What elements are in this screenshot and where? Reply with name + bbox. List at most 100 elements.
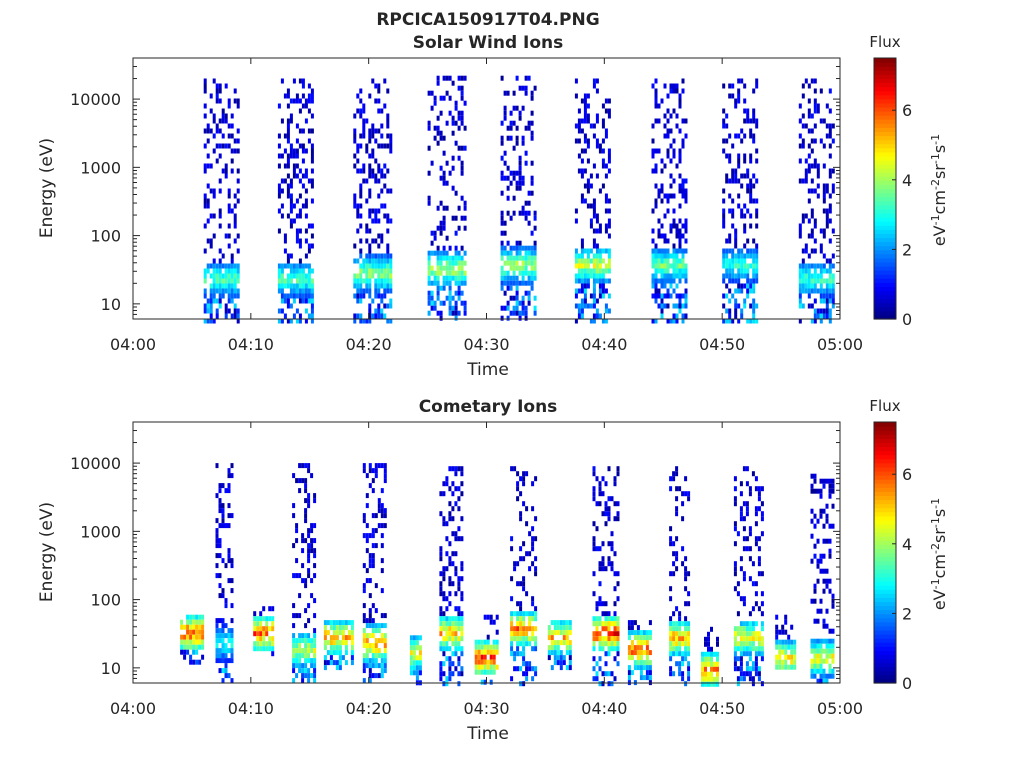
heatmap-cell bbox=[313, 598, 317, 604]
heatmap-cell bbox=[684, 491, 688, 497]
heatmap-cell bbox=[592, 283, 596, 289]
heatmap-cell bbox=[793, 649, 797, 655]
colorbar-segment bbox=[874, 204, 896, 210]
heatmap-cell bbox=[583, 108, 587, 114]
heatmap-cell bbox=[215, 263, 219, 269]
heatmap-cell bbox=[684, 626, 688, 632]
heatmap-cell bbox=[183, 654, 187, 660]
heatmap-cell bbox=[734, 168, 738, 174]
heatmap-cell bbox=[568, 645, 572, 651]
heatmap-cell bbox=[672, 218, 676, 224]
heatmap-cell bbox=[371, 643, 375, 649]
heatmap-cell bbox=[630, 645, 634, 651]
heatmap-cell bbox=[610, 616, 614, 622]
heatmap-cell bbox=[616, 501, 620, 507]
heatmap-cell bbox=[224, 233, 228, 239]
heatmap-cell bbox=[807, 293, 811, 299]
heatmap-cell bbox=[704, 636, 707, 642]
heatmap-cell bbox=[518, 265, 522, 271]
heatmap-cell bbox=[304, 168, 308, 174]
heatmap-cell bbox=[666, 278, 670, 284]
heatmap-cell bbox=[589, 258, 593, 264]
heatmap-cell bbox=[489, 679, 493, 685]
heatmap-cell bbox=[218, 118, 222, 124]
heatmap-cell bbox=[807, 153, 811, 159]
heatmap-cell bbox=[607, 98, 611, 104]
heatmap-cell bbox=[807, 188, 811, 194]
heatmap-cell bbox=[353, 138, 357, 144]
heatmap-cell bbox=[362, 103, 366, 109]
heatmap-cell bbox=[828, 578, 832, 584]
heatmap-cell bbox=[310, 648, 314, 654]
heatmap-cell bbox=[531, 536, 535, 542]
heatmap-cell bbox=[307, 648, 311, 654]
heatmap-cell bbox=[460, 671, 464, 677]
heatmap-cell bbox=[613, 621, 617, 627]
heatmap-cell bbox=[781, 644, 785, 650]
heatmap-cell bbox=[672, 541, 676, 547]
heatmap-cell bbox=[436, 260, 440, 266]
heatmap-cell bbox=[519, 651, 523, 657]
heatmap-cell bbox=[221, 518, 225, 524]
heatmap-cell bbox=[430, 280, 434, 286]
heatmap-cell bbox=[439, 621, 443, 627]
heatmap-cell bbox=[221, 653, 225, 659]
heatmap-cell bbox=[740, 313, 744, 319]
colorbar-segment bbox=[874, 62, 896, 67]
heatmap-cell bbox=[292, 633, 296, 639]
colorbar-segment bbox=[874, 519, 896, 525]
heatmap-cell bbox=[801, 83, 805, 89]
heatmap-cell bbox=[448, 511, 452, 517]
heatmap-cell bbox=[500, 135, 504, 141]
heatmap-cell bbox=[221, 618, 225, 624]
heatmap-cell bbox=[630, 670, 634, 676]
heatmap-cell bbox=[574, 303, 578, 309]
colorbar-segment bbox=[874, 515, 896, 521]
heatmap-cell bbox=[503, 270, 507, 276]
heatmap-cell bbox=[436, 280, 440, 286]
heatmap-cell bbox=[816, 108, 820, 114]
heatmap-cell bbox=[451, 155, 455, 161]
heatmap-cell bbox=[684, 646, 688, 652]
heatmap-cell bbox=[760, 636, 764, 642]
colorbar-segment bbox=[874, 601, 896, 607]
heatmap-cell bbox=[828, 293, 832, 299]
heatmap-cell bbox=[742, 641, 746, 647]
heatmap-cell bbox=[227, 638, 231, 644]
heatmap-cell bbox=[801, 113, 805, 119]
heatmap-cell bbox=[828, 278, 832, 284]
heatmap-cell bbox=[353, 198, 357, 204]
heatmap-cell bbox=[301, 478, 305, 484]
heatmap-cell bbox=[221, 288, 225, 294]
heatmap-cell bbox=[737, 93, 741, 99]
heatmap-cell bbox=[672, 208, 676, 214]
heatmap-cell bbox=[654, 283, 658, 289]
heatmap-cell bbox=[669, 596, 673, 602]
heatmap-cell bbox=[740, 283, 744, 289]
heatmap-cell bbox=[601, 491, 605, 497]
heatmap-cell bbox=[525, 626, 529, 632]
heatmap-cell bbox=[201, 639, 205, 645]
heatmap-cell bbox=[825, 638, 829, 644]
y-tick-label: 10 bbox=[101, 659, 121, 678]
heatmap-cell bbox=[562, 640, 566, 646]
heatmap-cell bbox=[221, 263, 225, 269]
heatmap-cell bbox=[598, 641, 602, 647]
heatmap-cell bbox=[598, 273, 602, 279]
heatmap-cell bbox=[731, 198, 735, 204]
heatmap-cell bbox=[460, 260, 464, 266]
heatmap-cell bbox=[528, 616, 532, 622]
heatmap-cell bbox=[813, 648, 817, 654]
heatmap-cell bbox=[728, 178, 732, 184]
heatmap-cell bbox=[831, 253, 835, 259]
heatmap-cell bbox=[666, 208, 670, 214]
heatmap-cell bbox=[436, 125, 440, 131]
colorbar-segment bbox=[874, 168, 896, 173]
heatmap-cell bbox=[636, 630, 640, 636]
heatmap-cell bbox=[528, 551, 532, 557]
heatmap-cell bbox=[531, 631, 535, 637]
heatmap-cell bbox=[230, 263, 234, 269]
heatmap-cell bbox=[518, 160, 522, 166]
colorbar-segment bbox=[874, 479, 896, 484]
heatmap-cell bbox=[230, 653, 234, 659]
